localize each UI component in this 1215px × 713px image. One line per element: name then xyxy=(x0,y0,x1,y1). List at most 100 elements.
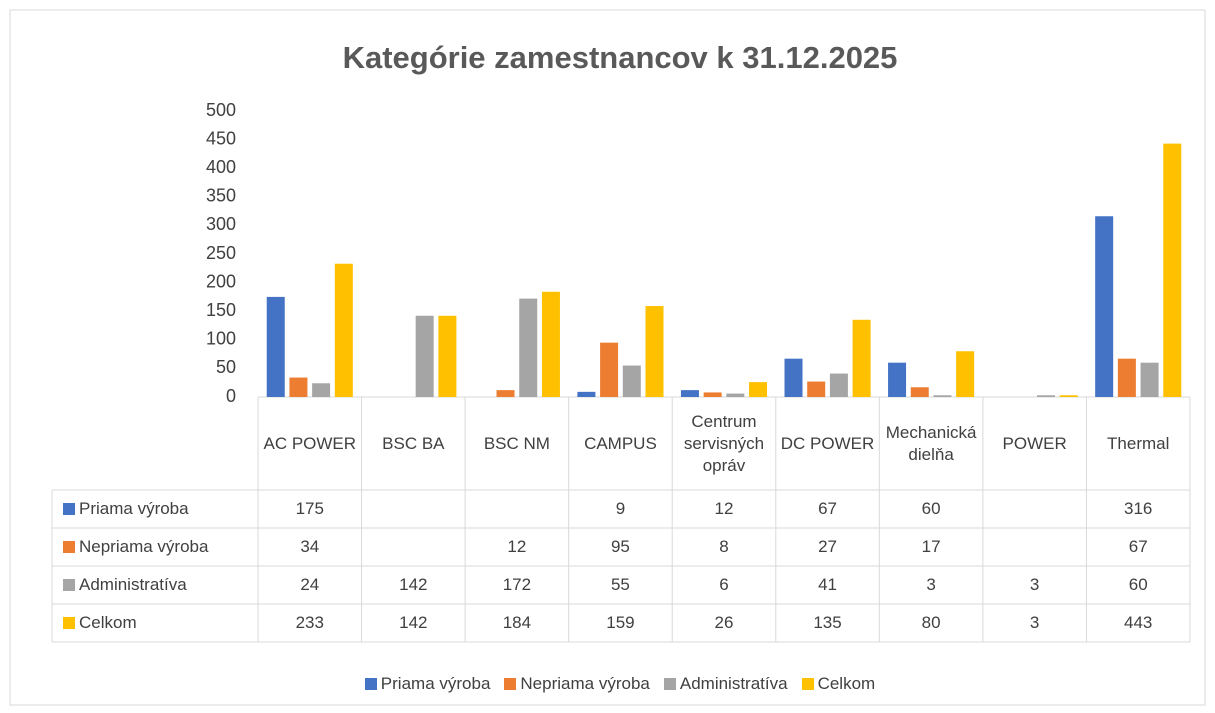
table-cell: 24 xyxy=(300,575,320,594)
legend-label: Nepriama výroba xyxy=(520,674,650,693)
bar xyxy=(1059,395,1078,397)
table-cell xyxy=(983,490,1087,528)
bar xyxy=(829,373,848,397)
table-cell: 17 xyxy=(921,537,941,556)
bar xyxy=(784,358,803,397)
bar xyxy=(600,342,619,397)
table-cell: 34 xyxy=(300,537,320,556)
table-cell: 142 xyxy=(399,613,428,632)
y-tick-label: 450 xyxy=(206,128,236,148)
bar xyxy=(541,291,560,397)
bar xyxy=(266,296,285,397)
category-label: CAMPUS xyxy=(584,433,657,453)
legend-item: Administratíva xyxy=(663,673,788,695)
bar xyxy=(956,351,975,397)
table-cell: 26 xyxy=(714,613,734,632)
bar xyxy=(703,392,722,397)
y-tick-label: 350 xyxy=(206,186,236,206)
table-cell: 316 xyxy=(1124,499,1153,518)
table-cell: 27 xyxy=(818,537,837,556)
legend-item: Nepriama výroba xyxy=(504,673,650,695)
y-tick-label: 250 xyxy=(206,243,236,263)
table-cell: 8 xyxy=(719,537,729,556)
y-tick-label: 400 xyxy=(206,157,236,177)
table-cell xyxy=(362,490,466,528)
bar xyxy=(645,306,664,397)
category-label: Mechanická dielňa xyxy=(885,422,977,464)
table-cell: 80 xyxy=(921,613,941,632)
bar xyxy=(749,382,768,397)
table-row-header: Nepriama výroba xyxy=(60,528,258,566)
table-cell: 9 xyxy=(615,499,626,518)
bar xyxy=(933,395,952,397)
bar xyxy=(438,315,457,397)
bar xyxy=(1163,143,1182,397)
table-cell: 60 xyxy=(921,499,941,518)
table-cell: 67 xyxy=(818,499,837,518)
bar xyxy=(496,390,515,397)
table-cell: 12 xyxy=(507,537,527,556)
category-label: POWER xyxy=(1002,433,1067,453)
y-tick-label: 50 xyxy=(216,357,236,377)
table-cell: 6 xyxy=(719,575,729,594)
table-key xyxy=(63,541,75,553)
bar xyxy=(726,393,745,397)
bar xyxy=(1095,216,1114,397)
category-label: DC POWER xyxy=(780,433,875,453)
row-label: Administratíva xyxy=(79,575,187,594)
bar xyxy=(1140,362,1159,397)
bar xyxy=(415,315,434,397)
row-label: Nepriama výroba xyxy=(79,537,209,556)
legend-key xyxy=(364,678,377,690)
table-cell xyxy=(465,490,569,528)
legend-item: Priama výroba xyxy=(364,673,491,695)
table-cell xyxy=(983,528,1087,566)
table-cell: 95 xyxy=(610,537,630,556)
table-cell: 12 xyxy=(714,499,734,518)
table-cell: 184 xyxy=(502,613,532,632)
bar xyxy=(888,362,907,397)
table-cell: 443 xyxy=(1124,613,1153,632)
table-cell: 233 xyxy=(295,613,324,632)
legend-label: Administratíva xyxy=(679,674,788,693)
table-cell: 172 xyxy=(502,575,532,594)
table-cell: 3 xyxy=(1029,575,1040,594)
table-cell: 175 xyxy=(295,499,324,518)
table-cell: 60 xyxy=(1128,575,1148,594)
bar xyxy=(519,298,538,397)
bar xyxy=(312,383,331,397)
category-label: BSC NM xyxy=(483,433,550,453)
table-cell: 3 xyxy=(1029,613,1040,632)
y-tick-label: 500 xyxy=(206,100,236,120)
table-cell: 135 xyxy=(813,613,842,632)
legend-label: Priama výroba xyxy=(380,674,491,693)
legend-item: Celkom xyxy=(801,673,876,695)
legend-label: Celkom xyxy=(817,674,876,693)
table-cell: 41 xyxy=(818,575,837,594)
bar xyxy=(910,387,929,397)
table-cell: 159 xyxy=(606,613,635,632)
legend-key xyxy=(504,678,517,690)
table-cell: 55 xyxy=(610,575,630,594)
category-label: BSC BA xyxy=(382,433,445,453)
category-label: Centrum servisných opráv xyxy=(683,411,765,475)
row-label: Celkom xyxy=(79,613,137,632)
table-cell: 142 xyxy=(399,575,428,594)
bar xyxy=(852,319,871,397)
bar xyxy=(680,390,699,397)
bar xyxy=(289,377,308,397)
y-tick-label: 0 xyxy=(226,386,236,406)
category-label: AC POWER xyxy=(263,433,357,453)
chart-title: Kategórie zamestnancov k 31.12.2025 xyxy=(343,40,898,75)
bar xyxy=(1117,358,1136,397)
table-row-header: Administratíva xyxy=(60,566,258,604)
bar xyxy=(334,263,353,397)
table-key xyxy=(63,617,75,629)
legend-key xyxy=(663,678,676,690)
chart-border xyxy=(9,9,1206,706)
table-key xyxy=(63,503,75,515)
y-tick-label: 300 xyxy=(206,214,236,234)
bar xyxy=(1037,395,1056,397)
